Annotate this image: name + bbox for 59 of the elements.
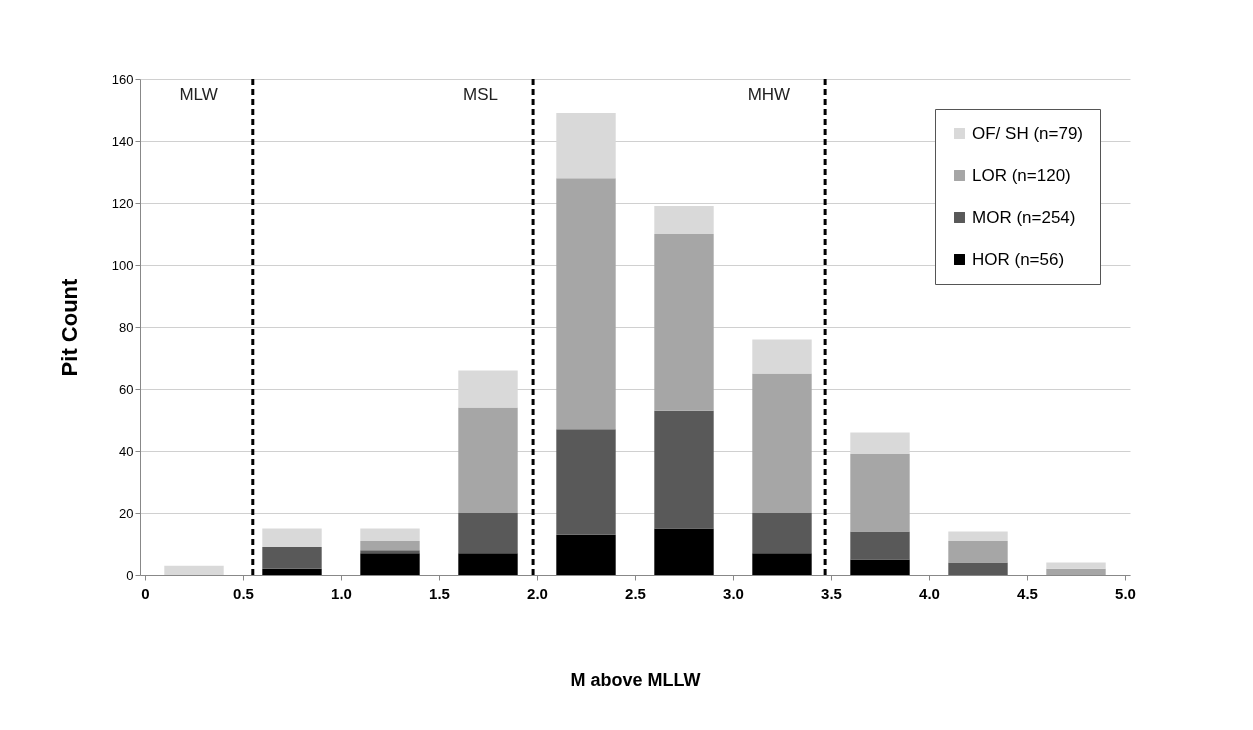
bar	[458, 553, 518, 575]
x-tick-label: 3.0	[723, 584, 744, 602]
bar	[164, 565, 224, 575]
y-tick-label: 60	[119, 381, 134, 397]
y-tick-label: 160	[111, 71, 134, 87]
bar	[850, 531, 910, 560]
ref-line-label: MLW	[179, 85, 218, 104]
y-tick-label: 100	[111, 257, 134, 273]
bar	[654, 234, 714, 411]
bar	[654, 528, 714, 575]
legend-label: LOR (n=120)	[972, 165, 1071, 185]
bar	[850, 454, 910, 532]
legend-label: MOR (n=254)	[972, 207, 1076, 227]
x-tick-label: 2.5	[625, 584, 646, 602]
bar	[262, 547, 322, 569]
bar	[948, 562, 1008, 575]
bar	[262, 568, 322, 575]
bar	[654, 410, 714, 529]
ref-line-label: MHW	[747, 85, 791, 104]
y-tick-label: 20	[119, 505, 134, 521]
bar	[360, 540, 420, 551]
x-tick-label: 5.0	[1115, 584, 1136, 602]
x-tick-label: 0.5	[233, 584, 254, 602]
bar	[1046, 562, 1106, 569]
bar	[948, 531, 1008, 541]
bar	[556, 534, 616, 575]
y-tick-label: 80	[119, 319, 134, 335]
bar	[360, 528, 420, 541]
bar	[948, 540, 1008, 563]
bar	[752, 339, 812, 374]
bar	[458, 407, 518, 513]
bar	[752, 513, 812, 554]
bar	[752, 373, 812, 513]
bar	[262, 528, 322, 548]
bar	[850, 559, 910, 575]
bar	[1046, 568, 1106, 575]
y-tick-label: 120	[111, 195, 134, 211]
x-tick-label: 4.0	[919, 584, 940, 602]
x-tick-label: 4.5	[1017, 584, 1038, 602]
bar	[556, 429, 616, 535]
bar	[654, 206, 714, 234]
bar	[360, 553, 420, 575]
x-tick-label: 1.0	[331, 584, 352, 602]
bar	[458, 513, 518, 554]
x-tick-label: 0	[141, 584, 150, 602]
x-tick-label: 1.5	[429, 584, 450, 602]
y-tick-label: 0	[126, 567, 134, 583]
legend-label: HOR (n=56)	[972, 249, 1065, 269]
y-tick-label: 140	[111, 133, 134, 149]
bar	[752, 553, 812, 575]
bar	[556, 178, 616, 430]
legend-label: OF/ SH (n=79)	[972, 123, 1084, 143]
bar	[360, 550, 420, 554]
y-axis-title: Pit Count	[56, 277, 82, 377]
x-axis-title: M above MLLW	[570, 669, 701, 690]
ref-line-label: MSL	[463, 85, 499, 104]
x-tick-label: 2.0	[527, 584, 548, 602]
y-tick-label: 40	[119, 443, 134, 459]
x-tick-label: 3.5	[821, 584, 842, 602]
